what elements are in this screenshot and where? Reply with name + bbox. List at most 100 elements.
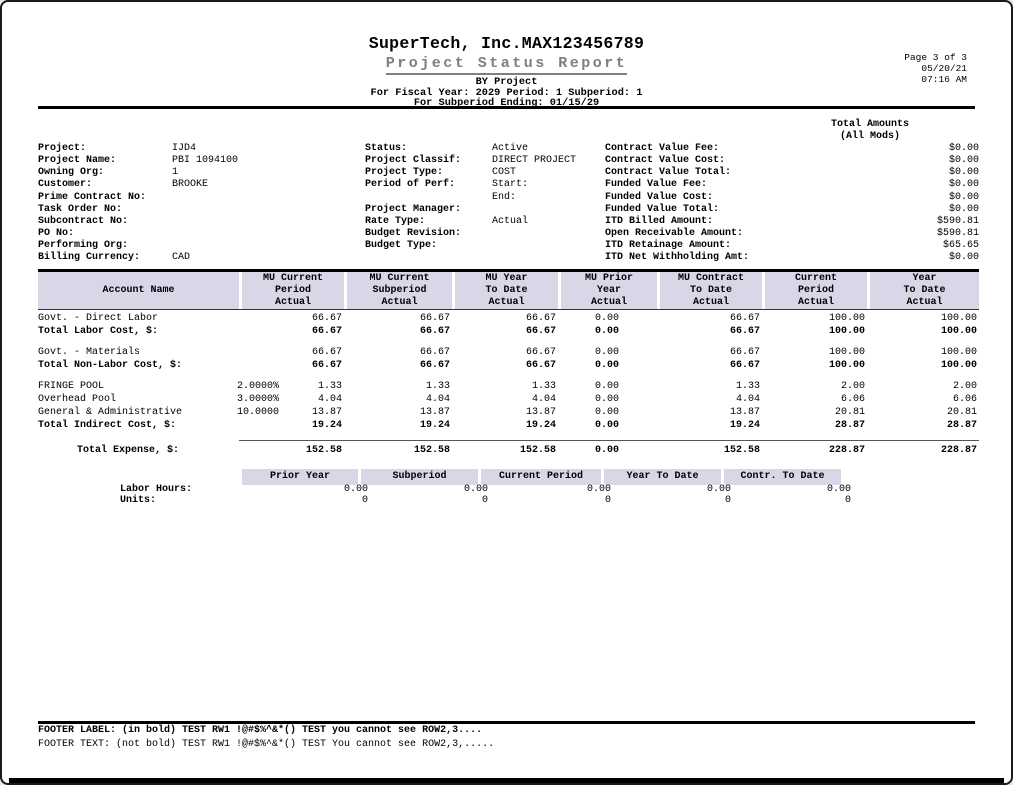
hours-header-spacer: [38, 469, 239, 485]
cost-table-header: Account Name MU Current Period Actual MU…: [38, 271, 979, 309]
info-row: Funded Value Total: $0.00: [605, 204, 979, 216]
grand-total-row: Total Expense, $: 152.58 152.58 152.58 0…: [38, 439, 979, 457]
cell-value: 66.67: [419, 359, 450, 371]
cell-value: 0: [844, 494, 851, 506]
cell-value: 66.67: [419, 325, 450, 337]
cost-table-body: Govt. - Direct Labor 66.67 66.67 66.67 0…: [38, 312, 979, 457]
cell-value: 4.04: [531, 393, 556, 405]
cell-value: 66.67: [311, 312, 342, 324]
info-row: Rate Type: Actual: [365, 216, 600, 228]
info-label: Funded Value Fee:: [605, 179, 708, 191]
hours-table-header: Prior Year Subperiod Current Period Year…: [38, 469, 841, 485]
cell-value: 100.00: [940, 359, 977, 371]
info-row: Task Order No:: [38, 204, 360, 216]
total-amounts-header: Total Amounts (All Mods): [762, 119, 978, 143]
table-total-row: Total Indirect Cost, $: 19.24 19.24 19.2…: [38, 419, 979, 432]
bottom-bar: [9, 778, 1004, 783]
cell-value: 100.00: [940, 312, 977, 324]
info-value: BROOKE: [172, 179, 209, 191]
info-value: IJD4: [172, 143, 197, 154]
cell-value: 28.87: [834, 419, 865, 431]
column-header-contract-to-date: Contr. To Date: [724, 469, 841, 485]
cell-value: 100.00: [828, 359, 865, 371]
info-label: Contract Value Cost:: [605, 155, 726, 167]
cell-value: 0.00: [706, 484, 731, 495]
cell-value: 66.67: [525, 325, 556, 337]
info-value: Start:: [492, 179, 529, 191]
cell-value: 0.00: [343, 484, 368, 495]
info-right-column: Contract Value Fee: $0.00 Contract Value …: [605, 143, 979, 264]
account-name: Total Expense, $:: [77, 444, 180, 456]
table-total-row: Total Labor Cost, $: 66.67 66.67 66.67 0…: [38, 325, 979, 338]
rate-value: 3.0000%: [236, 393, 279, 405]
cell-value: 19.24: [729, 419, 760, 431]
info-label: Performing Org:: [38, 240, 129, 252]
cell-value: 152.58: [305, 444, 342, 456]
info-label: Project Name:: [38, 155, 117, 167]
cell-value: 2.00: [952, 380, 977, 392]
row-spacer: [38, 372, 979, 380]
cell-value: 0.00: [594, 346, 619, 358]
info-value: $590.81: [936, 215, 979, 227]
cell-value: 0.00: [594, 325, 619, 337]
info-row: Customer: BROOKE: [38, 179, 360, 191]
cell-value: 100.00: [828, 312, 865, 324]
info-label: ITD Net Withholding Amt:: [605, 252, 750, 264]
cell-value: 4.04: [425, 393, 450, 405]
cell-value: 0: [361, 494, 368, 506]
info-row: End:: [365, 192, 600, 204]
footer-rule: [38, 721, 975, 724]
cell-value: 228.87: [828, 444, 865, 456]
cell-value: 13.87: [525, 406, 556, 418]
cost-table: Account Name MU Current Period Actual MU…: [38, 269, 979, 457]
cell-value: 6.06: [840, 393, 865, 405]
info-row: Open Receivable Amount: $590.81: [605, 228, 979, 240]
grand-total-rule: [239, 439, 979, 441]
cell-value: 100.00: [940, 346, 977, 358]
info-label: Project:: [38, 143, 87, 154]
info-value: 1: [172, 167, 179, 179]
info-row: Performing Org:: [38, 240, 360, 252]
cost-table-header-rule: [38, 308, 979, 310]
info-row: ITD Net Withholding Amt: $0.00: [605, 252, 979, 264]
account-name: Overhead Pool: [38, 393, 117, 405]
info-row: Status: Active: [365, 143, 600, 155]
info-row: Contract Value Cost: $0.00: [605, 155, 979, 167]
hours-table: Prior Year Subperiod Current Period Year…: [38, 469, 851, 506]
account-name: Govt. - Direct Labor: [38, 312, 159, 324]
column-header-mu-prior-year: MU Prior Year Actual: [561, 271, 657, 309]
column-header-year-to-date: Year To Date: [604, 469, 721, 485]
cell-value: 13.87: [311, 406, 342, 418]
cell-value: 1.33: [531, 380, 556, 392]
cost-table-top-rule: [38, 269, 979, 272]
info-label: Project Classif:: [365, 155, 462, 167]
column-header-mu-current-period: MU Current Period Actual: [242, 271, 344, 309]
table-row: General & Administrative 10.0000 13.87 1…: [38, 406, 979, 419]
header-rule: [38, 106, 975, 109]
cell-value: 1.33: [735, 380, 760, 392]
footer-label-line: FOOTER LABEL: (in bold) TEST RW1 !@#$%^&…: [38, 725, 483, 736]
table-row: FRINGE POOL 2.0000% 1.33 1.33 1.33 0.00 …: [38, 380, 979, 393]
info-label: Project Type:: [365, 167, 444, 179]
info-middle-column: Status: Active Project Classif: DIRECT PRO…: [365, 143, 600, 252]
account-name: Total Non-Labor Cost, $:: [38, 359, 183, 371]
info-label: [365, 192, 492, 204]
report-by-line: BY Project: [475, 76, 538, 88]
cell-value: 66.67: [311, 325, 342, 337]
info-row: Project Type: COST: [365, 167, 600, 179]
cell-value: 0: [724, 494, 731, 506]
info-value: CAD: [172, 252, 191, 264]
info-label: Budget Revision:: [365, 227, 462, 239]
info-label: Funded Value Total:: [605, 203, 720, 215]
cell-value: 0: [604, 494, 611, 506]
info-label: ITD Retainage Amount:: [605, 240, 732, 252]
info-row: ITD Retainage Amount: $65.65: [605, 240, 979, 252]
info-value: End:: [492, 191, 517, 203]
cell-value: 0.00: [594, 359, 619, 371]
info-value: $590.81: [936, 227, 979, 239]
info-label: Project Manager:: [365, 203, 462, 215]
cell-value: 152.58: [519, 444, 556, 456]
info-row: Contract Value Fee: $0.00: [605, 143, 979, 155]
column-header-current-period: Current Period Actual: [765, 271, 867, 309]
info-row: Project Name: PBI 1094100: [38, 155, 360, 167]
